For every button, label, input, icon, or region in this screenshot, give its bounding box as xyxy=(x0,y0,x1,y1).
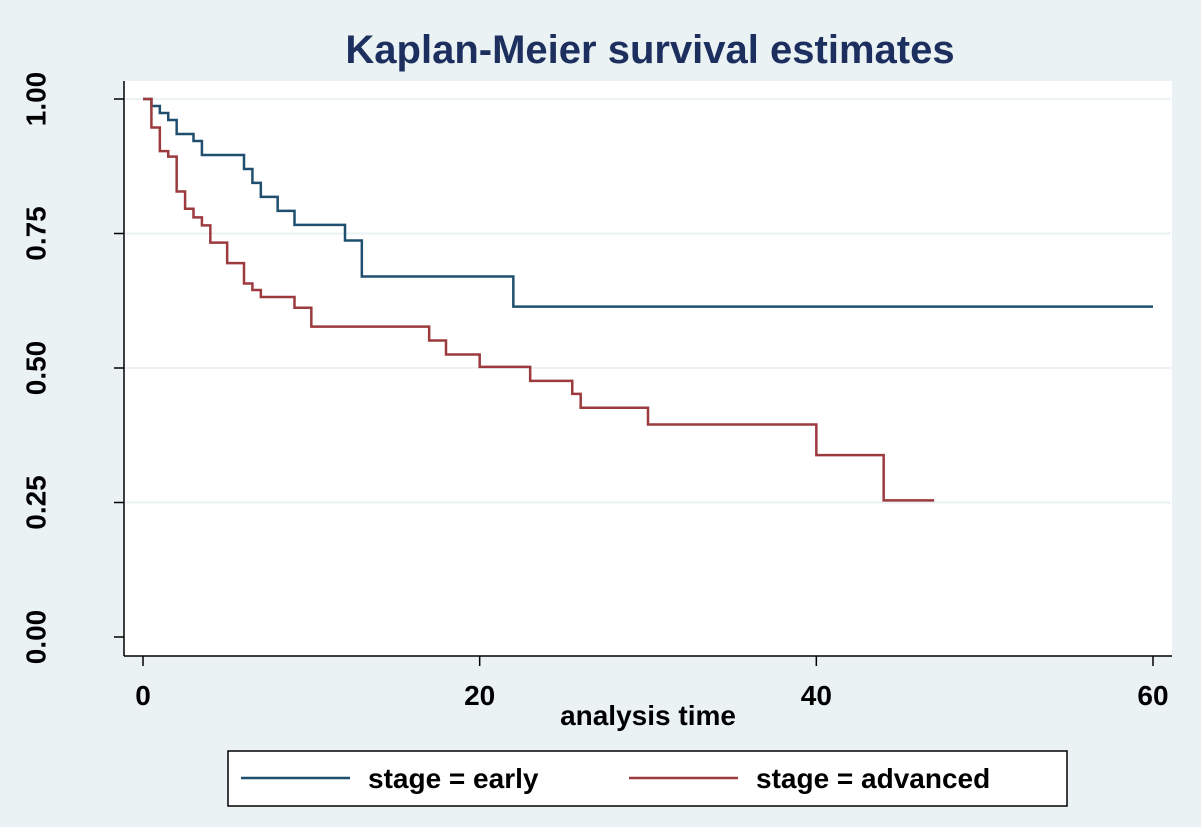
series-lines xyxy=(143,97,1153,502)
series-line-advanced xyxy=(143,97,935,502)
chart-title: Kaplan-Meier survival estimates xyxy=(345,28,954,72)
y-tick-label: 0.25 xyxy=(20,475,51,530)
y-tick-label: 0.00 xyxy=(20,610,51,665)
y-tick-label: 1.00 xyxy=(20,72,51,127)
y-ticks: 0.00 0.25 0.50 0.75 1.00 xyxy=(20,72,124,665)
legend-label-early: stage = early xyxy=(368,763,539,794)
grid-lines xyxy=(125,98,1171,504)
legend-label-advanced: stage = advanced xyxy=(756,763,990,794)
y-tick-label: 0.50 xyxy=(20,341,51,396)
x-tick-label: 0 xyxy=(135,680,151,711)
x-tick-label: 40 xyxy=(801,680,832,711)
x-tick-label: 20 xyxy=(464,680,495,711)
legend: stage = early stage = advanced xyxy=(227,750,1068,807)
y-tick-label: 0.75 xyxy=(20,206,51,261)
x-ticks: 0 20 40 60 xyxy=(135,656,1169,711)
series-line-early xyxy=(143,97,1153,308)
x-axis-title: analysis time xyxy=(560,700,736,731)
x-tick-label: 60 xyxy=(1137,680,1168,711)
